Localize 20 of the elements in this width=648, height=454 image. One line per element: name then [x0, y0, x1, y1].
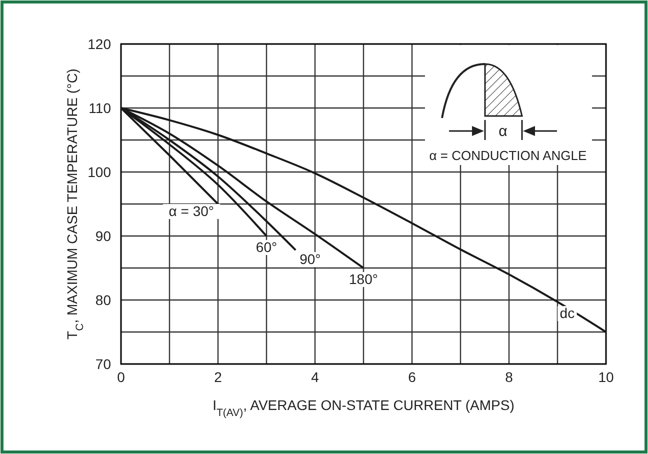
- annotation: α = CONDUCTION ANGLE: [429, 148, 588, 163]
- series-label: 60°: [256, 239, 278, 255]
- annotation: α: [498, 123, 508, 140]
- x-tick-label: 8: [505, 369, 514, 385]
- series-label: dc: [560, 305, 575, 322]
- y-tick-label: 80: [95, 292, 112, 308]
- y-tick-label: 120: [88, 36, 112, 52]
- x-axis-title: I$_{T(AV)}$, AVERAGE ON-STATE CURRENT (AMPS): [212, 397, 514, 419]
- series-label: 180°: [349, 271, 378, 287]
- series-label: α = 30°: [168, 203, 214, 219]
- y-tick-label: 100: [88, 164, 112, 180]
- y-tick-label: 110: [88, 100, 112, 116]
- y-tick-label: 90: [95, 228, 112, 244]
- y-tick-label: 70: [95, 356, 112, 372]
- x-tick-label: 4: [311, 369, 320, 385]
- x-tick-label: 10: [598, 369, 614, 385]
- series-label: 90°: [300, 251, 321, 268]
- x-tick-label: 6: [408, 369, 416, 385]
- x-tick-label: 2: [214, 369, 222, 385]
- x-tick-label: 0: [117, 369, 126, 385]
